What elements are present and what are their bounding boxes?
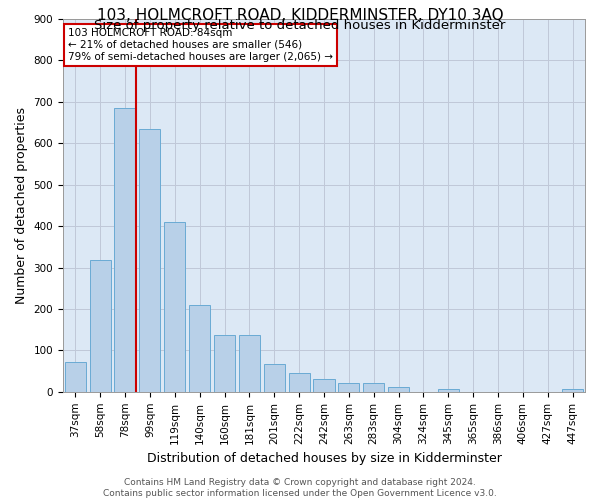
Text: Contains HM Land Registry data © Crown copyright and database right 2024.
Contai: Contains HM Land Registry data © Crown c… [103, 478, 497, 498]
Y-axis label: Number of detached properties: Number of detached properties [15, 107, 28, 304]
Bar [239, 335, 260, 392]
Bar [89, 260, 111, 392]
Bar [189, 305, 210, 392]
Bar [562, 388, 583, 392]
Bar [164, 222, 185, 392]
Bar [338, 382, 359, 392]
Bar [263, 364, 285, 392]
Bar [214, 335, 235, 392]
Bar [363, 382, 384, 392]
Bar [437, 388, 459, 392]
Bar [65, 362, 86, 392]
Bar [313, 378, 335, 392]
Text: 103 HOLMCROFT ROAD: 84sqm
← 21% of detached houses are smaller (546)
79% of semi: 103 HOLMCROFT ROAD: 84sqm ← 21% of detac… [68, 28, 333, 62]
Bar [115, 108, 136, 392]
Text: 103, HOLMCROFT ROAD, KIDDERMINSTER, DY10 3AQ: 103, HOLMCROFT ROAD, KIDDERMINSTER, DY10… [97, 8, 503, 22]
Bar [388, 387, 409, 392]
Bar [289, 373, 310, 392]
X-axis label: Distribution of detached houses by size in Kidderminster: Distribution of detached houses by size … [146, 452, 502, 465]
Bar [139, 129, 160, 392]
Text: Size of property relative to detached houses in Kidderminster: Size of property relative to detached ho… [94, 19, 506, 32]
